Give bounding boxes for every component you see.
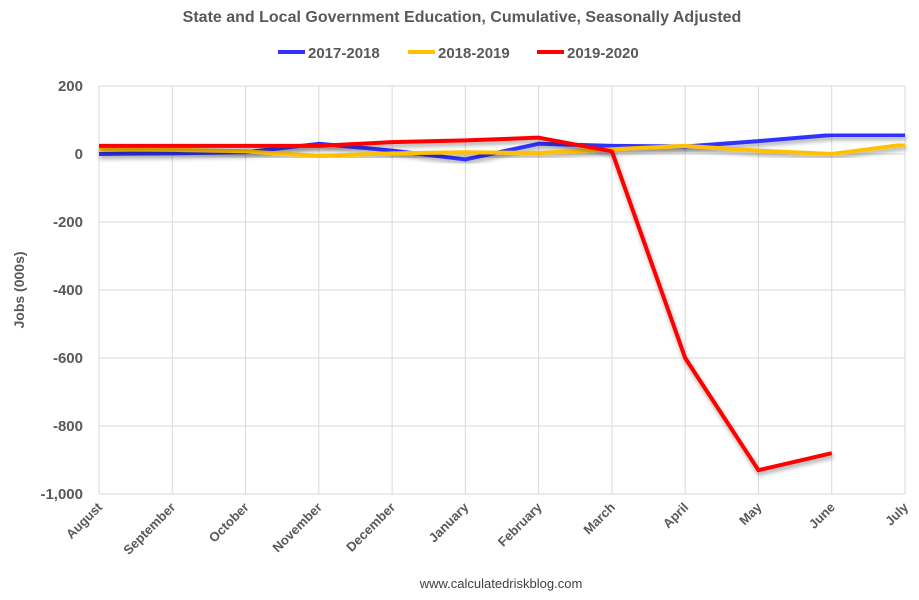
x-tick-label: October <box>206 500 252 546</box>
y-tick-label: -200 <box>53 214 83 231</box>
legend: 2017-2018 2018-2019 2019-2020 <box>278 45 639 62</box>
y-tick-label: -400 <box>53 282 83 299</box>
legend-label: 2019-2020 <box>567 45 639 62</box>
x-tick-label: February <box>495 499 545 549</box>
legend-item: 2018-2019 <box>408 45 510 62</box>
y-tick-label: 200 <box>58 78 83 95</box>
x-tick-label: January <box>426 499 472 545</box>
x-tick-label: September <box>120 500 178 558</box>
x-tick-label: August <box>63 499 106 542</box>
source-label: www.calculatedriskblog.com <box>419 576 583 591</box>
y-tick-label: -800 <box>53 418 83 435</box>
legend-label: 2017-2018 <box>308 45 380 62</box>
x-tick-label: July <box>882 499 912 529</box>
legend-item: 2019-2020 <box>537 45 639 62</box>
x-tick-label: March <box>580 499 618 537</box>
y-axis-label: Jobs (000s) <box>11 251 27 328</box>
x-tick-label: November <box>269 500 325 556</box>
series-line-2018-2019 <box>98 142 906 159</box>
x-tick-label: December <box>343 500 398 555</box>
legend-item: 2017-2018 <box>278 45 380 62</box>
x-tick-label: April <box>660 500 692 532</box>
x-tick-label: May <box>736 499 765 528</box>
y-tick-label: 0 <box>75 146 83 163</box>
y-tick-label: -600 <box>53 350 83 367</box>
x-tick-label: June <box>806 500 838 532</box>
y-tick-label: -1,000 <box>40 486 83 503</box>
legend-label: 2018-2019 <box>438 45 510 62</box>
chart-title: State and Local Government Education, Cu… <box>183 9 742 26</box>
